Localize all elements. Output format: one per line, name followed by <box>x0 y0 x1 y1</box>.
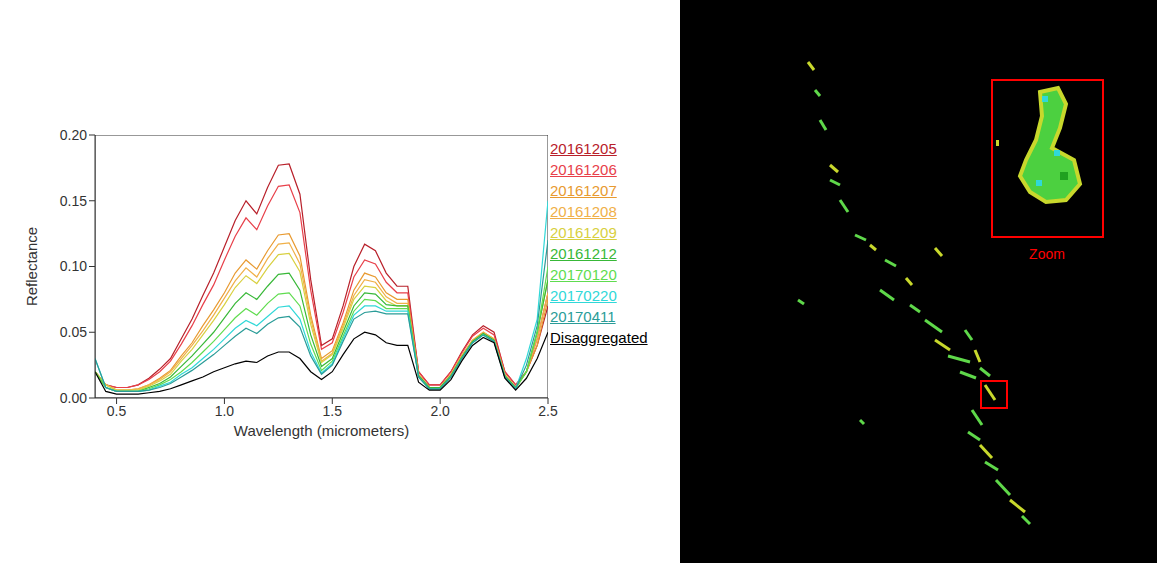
svg-text:Reflectance: Reflectance <box>23 227 40 306</box>
html-text:20170120: 20170120 <box>550 266 617 283</box>
html-text:20161209: 20161209 <box>550 224 617 241</box>
html-text:20161208: 20161208 <box>550 203 617 220</box>
html-text:Disaggregated: Disaggregated <box>550 329 648 346</box>
svg-text:Wavelength (micrometers): Wavelength (micrometers) <box>234 422 409 439</box>
html-text:20170220: 20170220 <box>550 287 617 304</box>
svg-text:1.5: 1.5 <box>323 403 343 419</box>
html-text:20161212: 20161212 <box>550 245 617 262</box>
svg-text:0.15: 0.15 <box>60 193 87 209</box>
html-text:20161206: 20161206 <box>550 161 617 178</box>
svg-text:2.0: 2.0 <box>430 403 450 419</box>
svg-text:1.0: 1.0 <box>215 403 235 419</box>
svg-text:0.5: 0.5 <box>107 403 127 419</box>
svg-text:0.05: 0.05 <box>60 324 87 340</box>
svg-text:0.20: 0.20 <box>60 127 87 143</box>
svg-text:0.10: 0.10 <box>60 258 87 274</box>
html-text:20170411: 20170411 <box>550 308 616 325</box>
svg-text:Zoom: Zoom <box>1029 246 1065 262</box>
html-text:20161207: 20161207 <box>550 182 617 199</box>
html-text:20161205: 20161205 <box>550 140 617 157</box>
svg-text:2.5: 2.5 <box>538 403 558 419</box>
svg-text:0.00: 0.00 <box>60 390 87 406</box>
